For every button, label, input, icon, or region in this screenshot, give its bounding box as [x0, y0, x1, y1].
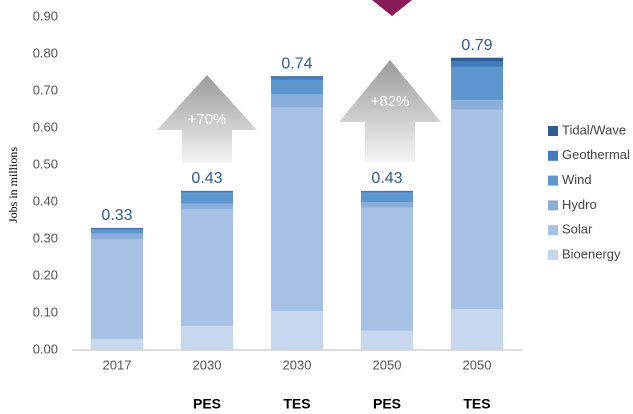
y-tick-label: 0.00 [33, 341, 58, 356]
y-tick-label: 0.10 [33, 304, 58, 319]
legend-label: Solar [562, 222, 593, 237]
bar-segment [451, 57, 503, 62]
bar-segment [361, 207, 413, 331]
legend-swatch [548, 126, 558, 136]
legend-swatch [548, 175, 558, 186]
x-tick-label: 2030 [193, 357, 222, 372]
bar-segment [91, 229, 143, 234]
bar-segment [91, 228, 143, 230]
legend-swatch [548, 225, 558, 236]
legend-label: Wind [562, 172, 592, 187]
annotation: +70% [188, 111, 227, 128]
bar-segment [451, 100, 503, 110]
y-tick-label: 0.50 [33, 156, 58, 171]
bar-segment [271, 79, 323, 95]
bar-segment [91, 227, 143, 229]
bar-segment [91, 239, 143, 339]
y-tick-label: 0.90 [33, 8, 58, 23]
legend-swatch [548, 150, 558, 161]
total-label: 0.33 [101, 207, 132, 224]
y-tick-label: 0.30 [33, 230, 58, 245]
x-sublabel: TES [283, 396, 310, 412]
y-tick-label: 0.40 [33, 193, 58, 208]
legend-swatch [548, 200, 558, 211]
x-sublabel: PES [193, 396, 221, 412]
arrow [157, 75, 257, 163]
y-axis-title: Jobs in millions [6, 147, 20, 223]
x-tick-label: 2050 [373, 357, 402, 372]
bar-segment [91, 338, 143, 350]
total-label: 0.43 [371, 170, 402, 187]
total-label: 0.74 [281, 55, 312, 72]
bar-segment [361, 191, 413, 193]
x-sublabel: PES [373, 396, 401, 412]
x-tick-label: 2050 [463, 357, 492, 372]
bar-segment [451, 61, 503, 67]
bar-segment [451, 309, 503, 350]
bar-segment [451, 66, 503, 101]
bar-segment [271, 94, 323, 108]
bar-segment [361, 190, 413, 192]
bar-segment [361, 330, 413, 350]
x-tick-label: 2030 [283, 357, 312, 372]
bar-segment [451, 109, 503, 310]
x-sublabel: TES [463, 396, 490, 412]
bar-segment [181, 190, 233, 192]
legend-swatch [548, 250, 558, 260]
bar-segment [181, 191, 233, 193]
y-tick-label: 0.70 [33, 82, 58, 97]
bar-segment [181, 192, 233, 204]
legend-label: Bioenergy [562, 246, 621, 261]
bar-segment [271, 77, 323, 80]
legend-label: Geothermal [562, 147, 630, 162]
decoration [372, 0, 412, 16]
bar-segment [181, 203, 233, 210]
legend-label: Hydro [562, 197, 597, 212]
bar-segment [181, 209, 233, 326]
bar-segment [181, 325, 233, 350]
bar-segment [361, 202, 413, 208]
legend-label: Tidal/Wave [562, 122, 626, 137]
y-tick-label: 0.20 [33, 267, 58, 282]
bar-segment [271, 76, 323, 78]
y-tick-label: 0.60 [33, 119, 58, 134]
bar-segment [91, 233, 143, 239]
bar-segment [361, 192, 413, 202]
total-label: 0.43 [191, 170, 222, 187]
x-tick-label: 2017 [103, 357, 132, 372]
bar-segment [271, 107, 323, 312]
y-tick-label: 0.80 [33, 45, 58, 60]
total-label: 0.79 [461, 37, 492, 54]
annotation: +82% [371, 93, 410, 110]
bar-segment [271, 311, 323, 350]
arrow [339, 60, 441, 162]
